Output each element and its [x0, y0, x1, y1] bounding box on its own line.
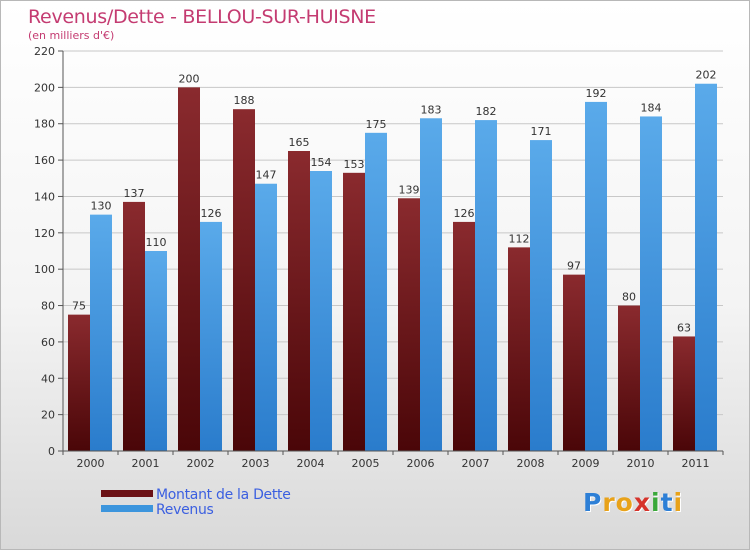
x-tick-label: 2009: [572, 457, 600, 470]
bar-dette: [288, 151, 310, 451]
value-label-dette: 165: [289, 136, 310, 149]
value-label-revenus: 184: [641, 101, 662, 114]
logo-letter: i: [651, 488, 661, 517]
logo-letter: x: [633, 488, 651, 517]
value-label-dette: 97: [567, 260, 581, 273]
x-tick-label: 2002: [187, 457, 215, 470]
bar-dette: [453, 221, 475, 451]
value-label-revenus: 175: [366, 118, 387, 131]
value-label-revenus: 130: [91, 200, 112, 213]
bar-revenus: [255, 183, 277, 451]
bar-revenus: [530, 140, 552, 451]
legend-swatch-revenus: [101, 505, 153, 512]
bar-revenus: [420, 118, 442, 451]
value-label-revenus: 183: [421, 103, 442, 116]
bar-revenus: [585, 101, 607, 451]
bar-revenus: [145, 251, 167, 451]
y-tick-label: 120: [34, 227, 55, 240]
value-label-revenus: 154: [311, 156, 332, 169]
bar-dette: [508, 247, 530, 451]
value-label-revenus: 182: [476, 105, 497, 118]
chart-subtitle: (en milliers d'€): [28, 29, 115, 42]
value-label-revenus: 147: [256, 169, 277, 182]
value-label-revenus: 126: [201, 207, 222, 220]
bar-dette: [68, 314, 90, 451]
logo-letter: r: [602, 488, 616, 517]
x-tick-label: 2000: [77, 457, 105, 470]
bar-revenus: [90, 214, 112, 451]
bar-revenus: [695, 83, 717, 452]
bar-revenus: [310, 171, 332, 451]
y-tick-label: 200: [34, 81, 55, 94]
x-tick-label: 2007: [462, 457, 490, 470]
x-tick-label: 2008: [517, 457, 545, 470]
value-label-dette: 126: [454, 207, 475, 220]
grid-lines: [63, 50, 723, 416]
bar-revenus: [200, 221, 222, 451]
y-tick-label: 180: [34, 118, 55, 131]
legend-label-revenus: Revenus: [156, 502, 214, 518]
y-tick-label: 0: [48, 445, 55, 458]
x-tick-label: 2003: [242, 457, 270, 470]
y-tick-label: 140: [34, 190, 55, 203]
y-tick-label: 160: [34, 154, 55, 167]
logo-letter: P: [583, 488, 603, 517]
bar-dette: [233, 109, 255, 451]
bar-dette: [343, 172, 365, 451]
value-label-dette: 200: [179, 72, 200, 85]
value-label-dette: 112: [509, 232, 530, 245]
value-label-dette: 63: [677, 321, 691, 334]
y-tick-label: 80: [41, 300, 55, 313]
value-label-dette: 137: [124, 187, 145, 200]
bar-dette: [673, 336, 695, 451]
logo-letter: t: [660, 488, 674, 517]
x-tick-label: 2006: [407, 457, 435, 470]
y-tick-label: 220: [34, 45, 55, 58]
value-label-revenus: 202: [696, 69, 717, 82]
legend-swatch-dette: [101, 490, 153, 497]
bar-dette: [563, 274, 585, 451]
value-label-dette: 188: [234, 94, 255, 107]
y-tick-label: 60: [41, 336, 55, 349]
value-label-dette: 75: [72, 300, 86, 313]
bar-revenus: [475, 120, 497, 451]
y-tick-label: 40: [41, 372, 55, 385]
x-tick-label: 2011: [682, 457, 710, 470]
bar-revenus: [365, 132, 387, 451]
logo-letter: i: [673, 488, 684, 517]
bar-dette: [398, 198, 420, 451]
x-tick-label: 2001: [132, 457, 160, 470]
logo-letter: o: [615, 488, 634, 517]
bar-revenus: [640, 116, 662, 452]
bar-dette: [618, 305, 640, 451]
bar-dette: [123, 201, 145, 451]
x-tick-label: 2010: [627, 457, 655, 470]
value-label-revenus: 110: [146, 236, 167, 249]
legend-label-dette: Montant de la Dette: [156, 487, 291, 503]
x-tick-label: 2005: [352, 457, 380, 470]
value-label-dette: 153: [344, 158, 365, 171]
chart-title: Revenus/Dette - BELLOU-SUR-HUISNE: [28, 6, 376, 28]
bar-dette: [178, 87, 200, 451]
y-tick-label: 100: [34, 263, 55, 276]
value-label-dette: 139: [399, 183, 420, 196]
y-tick-label: 20: [41, 409, 55, 422]
value-label-dette: 80: [622, 291, 636, 304]
axes: 0 20 40 60 80 100 120 140 160 180 200 220 2000 2001 20…: [34, 45, 724, 470]
value-label-revenus: 192: [586, 87, 607, 100]
proxiti-logo: Proxiti: [583, 488, 683, 517]
x-tick-label: 2004: [297, 457, 325, 470]
value-label-revenus: 171: [531, 125, 552, 138]
